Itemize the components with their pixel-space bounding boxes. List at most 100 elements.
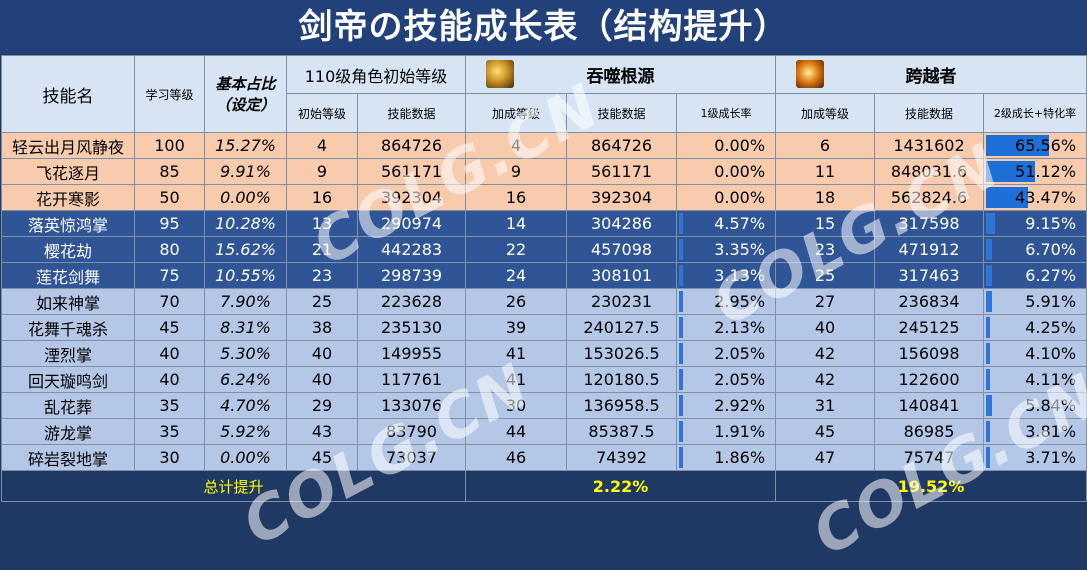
rate-value: 5.91% — [1025, 292, 1077, 311]
g1-rate-cell: 2.92% — [676, 392, 777, 419]
rate-value: 43.47% — [1015, 188, 1077, 207]
skill-name-cell: 回天璇鸣剑 — [1, 366, 135, 393]
rate-value: 2.13% — [714, 318, 766, 337]
header-g2-rate: 2级成长+特化率 — [983, 93, 1087, 133]
g1-add-level-cell: 16 — [465, 184, 568, 211]
g2-skill-data-cell: 562824.6 — [874, 184, 985, 211]
table-row: 游龙掌 35 5.92% 43 83790 44 85387.5 1.91% 45 86985 3.… — [1, 418, 1087, 445]
g2-rate-cell: 4.25% — [983, 314, 1087, 341]
skill-table: 技能名 学习等级 基本占比 （设定） 110级角色初始等级 吞噬根源 跨越者 初… — [0, 55, 1087, 502]
learn-level-cell: 40 — [134, 340, 205, 367]
g1-skill-data-cell: 230231 — [566, 288, 678, 315]
g1-rate-cell: 4.57% — [676, 210, 777, 237]
rate-value: 9.15% — [1025, 214, 1077, 233]
rate-value: 5.84% — [1025, 396, 1077, 415]
header-g2-add-level: 加成等级 — [775, 93, 876, 133]
g1-skill-data-cell: 561171 — [566, 158, 678, 185]
g2-skill-data-cell: 317463 — [874, 262, 985, 289]
header-skill-data: 技能数据 — [356, 93, 467, 133]
rate-data-bar — [986, 291, 993, 312]
header-group-transcender: 跨越者 — [775, 55, 1087, 94]
table-body: 轻云出月风静夜 100 15.27% 4 864726 4 864726 0.00% 6 1431… — [1, 132, 1087, 471]
g2-add-level-cell: 15 — [775, 210, 876, 237]
g1-rate-cell: 0.00% — [676, 158, 777, 185]
g2-rate-cell: 51.12% — [983, 158, 1087, 185]
g1-add-level-cell: 30 — [465, 392, 568, 419]
skill-name-cell: 乱花葬 — [1, 392, 135, 419]
header-group-transcender-label: 跨越者 — [905, 67, 957, 87]
rate-value: 4.57% — [714, 214, 766, 233]
g2-add-level-cell: 18 — [775, 184, 876, 211]
skill-data-cell: 864726 — [356, 132, 467, 159]
base-ratio-cell: 7.90% — [204, 288, 287, 315]
g2-rate-cell: 9.15% — [983, 210, 1087, 237]
table-row: 乱花葬 35 4.70% 29 133076 30 136958.5 2.92% 31 14084… — [1, 392, 1087, 419]
rate-data-bar — [986, 369, 991, 390]
g1-skill-data-cell: 120180.5 — [566, 366, 678, 393]
table-row: 碎岩裂地掌 30 0.00% 45 73037 46 74392 1.86% 47 75747 3.… — [1, 444, 1087, 471]
init-level-cell: 29 — [286, 392, 358, 419]
base-ratio-cell: 15.62% — [204, 236, 287, 263]
table-row: 湮烈掌 40 5.30% 40 149955 41 153026.5 2.05% 42 15609… — [1, 340, 1087, 367]
skill-data-cell: 442283 — [356, 236, 467, 263]
init-level-cell: 25 — [286, 288, 358, 315]
g1-skill-data-cell: 240127.5 — [566, 314, 678, 341]
base-ratio-cell: 5.30% — [204, 340, 287, 367]
rate-value: 0.00% — [714, 162, 766, 181]
learn-level-cell: 95 — [134, 210, 205, 237]
rate-data-bar — [986, 213, 996, 234]
skill-name-cell: 花舞千魂杀 — [1, 314, 135, 341]
footer-g2-total: 19.52% — [775, 470, 1087, 502]
g1-rate-cell: 1.91% — [676, 418, 777, 445]
rate-value: 3.13% — [714, 266, 766, 285]
header-initial-group: 110级角色初始等级 — [285, 55, 467, 94]
rate-value: 1.91% — [714, 422, 766, 441]
skill-data-cell: 561171 — [356, 158, 467, 185]
footer-label: 总计提升 — [0, 470, 467, 502]
header-g1-rate: 1级成长率 — [676, 93, 777, 133]
rate-value: 2.05% — [714, 344, 766, 363]
g2-skill-data-cell: 245125 — [874, 314, 985, 341]
rate-value: 65.56% — [1015, 136, 1077, 155]
rate-data-bar — [679, 291, 684, 312]
base-ratio-cell: 15.27% — [204, 132, 287, 159]
learn-level-cell: 30 — [134, 444, 205, 471]
page-title: 剑帝の技能成长表（结构提升） — [0, 0, 1087, 54]
rate-value: 3.81% — [1025, 422, 1077, 441]
g1-add-level-cell: 46 — [465, 444, 568, 471]
rate-value: 0.00% — [714, 188, 766, 207]
g1-skill-data-cell: 85387.5 — [566, 418, 678, 445]
table-row: 落英惊鸿掌 95 10.28% 13 290974 14 304286 4.57% 15 3175… — [1, 210, 1087, 237]
header-learn-level: 学习等级 — [134, 55, 205, 133]
header-skill-name: 技能名 — [1, 55, 135, 133]
g2-rate-cell: 3.81% — [983, 418, 1087, 445]
base-ratio-cell: 0.00% — [204, 184, 287, 211]
g1-rate-cell: 2.05% — [676, 340, 777, 367]
g1-add-level-cell: 9 — [465, 158, 568, 185]
g2-rate-cell: 6.70% — [983, 236, 1087, 263]
skill-name-cell: 莲花剑舞 — [1, 262, 135, 289]
table-row: 轻云出月风静夜 100 15.27% 4 864726 4 864726 0.00% 6 1431… — [1, 132, 1087, 159]
g2-rate-cell: 6.27% — [983, 262, 1087, 289]
g2-skill-data-cell: 140841 — [874, 392, 985, 419]
learn-level-cell: 70 — [134, 288, 205, 315]
table-row: 飞花逐月 85 9.91% 9 561171 9 561171 0.00% 11 848031.6… — [1, 158, 1087, 185]
g1-add-level-cell: 24 — [465, 262, 568, 289]
g2-rate-cell: 65.56% — [983, 132, 1087, 159]
learn-level-cell: 80 — [134, 236, 205, 263]
g1-rate-cell: 0.00% — [676, 132, 777, 159]
skill-data-cell: 83790 — [356, 418, 467, 445]
rate-data-bar — [986, 239, 993, 260]
g2-add-level-cell: 40 — [775, 314, 876, 341]
g2-skill-data-cell: 317598 — [874, 210, 985, 237]
g1-skill-data-cell: 153026.5 — [566, 340, 678, 367]
init-level-cell: 43 — [286, 418, 358, 445]
base-ratio-cell: 8.31% — [204, 314, 287, 341]
header-group-devour-label: 吞噬根源 — [586, 67, 655, 87]
g1-add-level-cell: 22 — [465, 236, 568, 263]
g2-rate-cell: 4.10% — [983, 340, 1087, 367]
rate-data-bar — [986, 317, 991, 338]
transcender-icon — [796, 60, 825, 88]
header-init-level: 初始等级 — [286, 93, 358, 133]
header-row-1: 技能名 学习等级 基本占比 （设定） 110级角色初始等级 吞噬根源 跨越者 — [1, 55, 1087, 133]
